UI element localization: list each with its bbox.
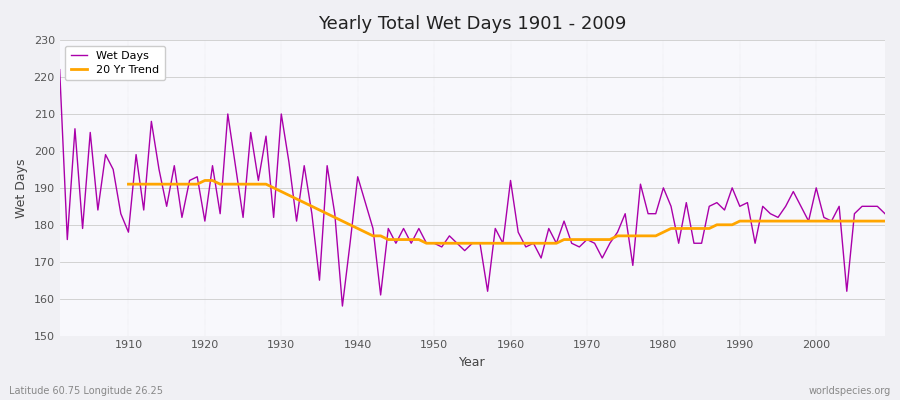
20 Yr Trend — [857, 219, 868, 224]
Line: 20 Yr Trend: 20 Yr Trend — [129, 180, 885, 243]
Text: Latitude 60.75 Longitude 26.25: Latitude 60.75 Longitude 26.25 — [9, 386, 163, 396]
Wet Days — [513, 230, 524, 234]
20 Yr Trend — [200, 178, 211, 183]
20 Yr Trend — [879, 219, 890, 224]
Legend: Wet Days, 20 Yr Trend: Wet Days, 20 Yr Trend — [65, 46, 165, 80]
20 Yr Trend — [307, 204, 318, 209]
Text: worldspecies.org: worldspecies.org — [809, 386, 891, 396]
Wet Days — [505, 178, 516, 183]
Wet Days — [284, 160, 294, 164]
Title: Yearly Total Wet Days 1901 - 2009: Yearly Total Wet Days 1901 - 2009 — [318, 15, 626, 33]
20 Yr Trend — [276, 189, 287, 194]
Wet Days — [329, 211, 340, 216]
Line: Wet Days: Wet Days — [59, 70, 885, 306]
20 Yr Trend — [528, 241, 539, 246]
Wet Days — [605, 241, 616, 246]
Y-axis label: Wet Days: Wet Days — [15, 158, 28, 218]
Wet Days — [54, 67, 65, 72]
20 Yr Trend — [833, 219, 844, 224]
X-axis label: Year: Year — [459, 356, 486, 369]
Wet Days — [337, 304, 347, 308]
20 Yr Trend — [590, 237, 600, 242]
20 Yr Trend — [421, 241, 432, 246]
20 Yr Trend — [123, 182, 134, 186]
Wet Days — [115, 211, 126, 216]
Wet Days — [879, 211, 890, 216]
